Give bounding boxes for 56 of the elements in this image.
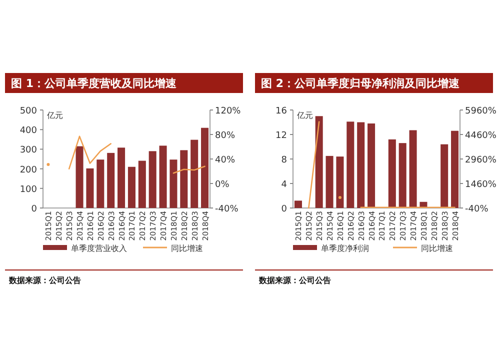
legend-label: 单季度营业收入 (71, 244, 127, 253)
bar (128, 166, 136, 208)
source-note: 数据来源：公司公告 (8, 276, 81, 285)
bar (451, 130, 459, 208)
bar (138, 160, 146, 208)
bar (190, 140, 198, 208)
bar (326, 156, 334, 208)
y2-tick-label: 1460% (465, 180, 497, 190)
legend-label: 单季度净利润 (321, 244, 369, 253)
bar (76, 146, 84, 208)
legend-label: 同比增速 (171, 244, 203, 253)
bar (86, 168, 94, 208)
bar (357, 122, 365, 208)
y2-tick-label: -40% (215, 204, 239, 214)
y2-tick-label: 2960% (465, 156, 497, 166)
bar (201, 128, 209, 208)
y2-tick-label: 0% (215, 180, 230, 190)
bar (398, 143, 406, 208)
y-tick-label: 300 (20, 146, 38, 156)
bar (148, 151, 156, 208)
y-axis-title: 亿元 (46, 111, 63, 120)
bar (118, 148, 126, 208)
y-tick-label: 4 (281, 180, 288, 190)
y-tick-label: 12 (276, 131, 287, 141)
y-tick-label: 200 (20, 165, 38, 176)
y-tick-label: 16 (276, 106, 288, 116)
y2-tick-label: 120% (215, 106, 242, 116)
y-tick-label: 0 (31, 204, 38, 214)
chart-title: 图 2：公司单季度归母净利润及同比增速 (261, 77, 460, 90)
bar (159, 146, 167, 208)
bar (294, 200, 302, 208)
y2-tick-label: 80% (215, 131, 236, 141)
bar (96, 160, 104, 208)
bar (368, 123, 376, 208)
y2-tick-label: 5960% (465, 106, 497, 116)
bar (180, 150, 188, 208)
y-tick-label: 100 (20, 184, 38, 195)
bar (315, 116, 323, 208)
legend-label: 同比增速 (421, 244, 453, 253)
source-note: 数据来源：公司公告 (258, 276, 331, 285)
y-tick-label: 0 (281, 204, 288, 214)
y-tick-label: 500 (20, 106, 38, 116)
bar (107, 152, 115, 208)
y2-tick-label: 40% (215, 156, 236, 166)
bar (336, 156, 344, 208)
bar (346, 122, 354, 208)
y-tick-label: 8 (281, 156, 288, 166)
bar (409, 130, 417, 208)
y2-tick-label: 4460% (465, 131, 497, 141)
bar (170, 160, 178, 208)
y2-tick-label: -40% (465, 204, 489, 214)
chart-title: 图 1：公司单季度营收及同比增速 (11, 77, 178, 90)
bar (440, 144, 448, 208)
bar (388, 139, 396, 208)
y-tick-label: 400 (20, 126, 38, 136)
y-axis-title: 亿元 (296, 111, 313, 120)
